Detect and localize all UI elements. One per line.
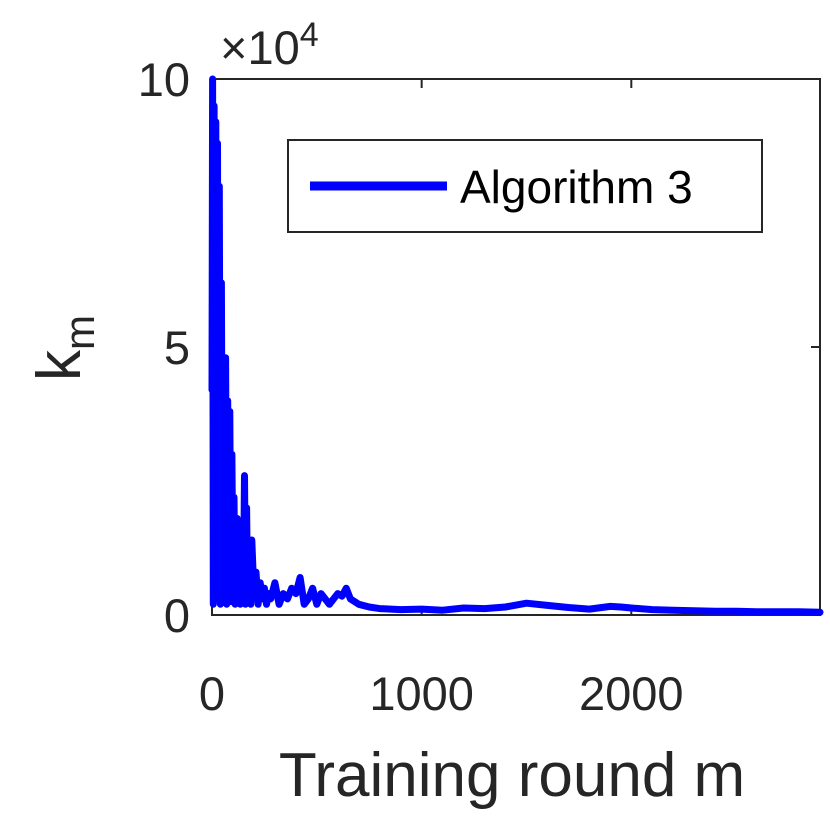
x-tick-label: 0 bbox=[199, 667, 225, 720]
legend: Algorithm 3 bbox=[287, 139, 763, 233]
series-line-algorithm-3 bbox=[208, 75, 824, 616]
y-multiplier-exponent: 4 bbox=[300, 16, 319, 54]
legend-box bbox=[287, 139, 763, 233]
series-layer bbox=[208, 75, 824, 616]
x-tick-label: 1000 bbox=[369, 667, 474, 720]
y-axis-title-subscript: m bbox=[56, 315, 103, 350]
x-axis-title: Training round m bbox=[279, 741, 745, 810]
y-tick-label: 5 bbox=[164, 321, 190, 374]
y-multiplier: ×104 bbox=[220, 16, 319, 74]
y-tick-label: 0 bbox=[164, 589, 190, 642]
y-axis-title: km bbox=[25, 315, 103, 381]
legend-label: Algorithm 3 bbox=[460, 161, 693, 213]
y-tick-label: 10 bbox=[138, 53, 190, 106]
axis-ticks: 0 1000 2000 0 5 10 bbox=[138, 53, 820, 720]
x-tick-label: 2000 bbox=[579, 667, 684, 720]
